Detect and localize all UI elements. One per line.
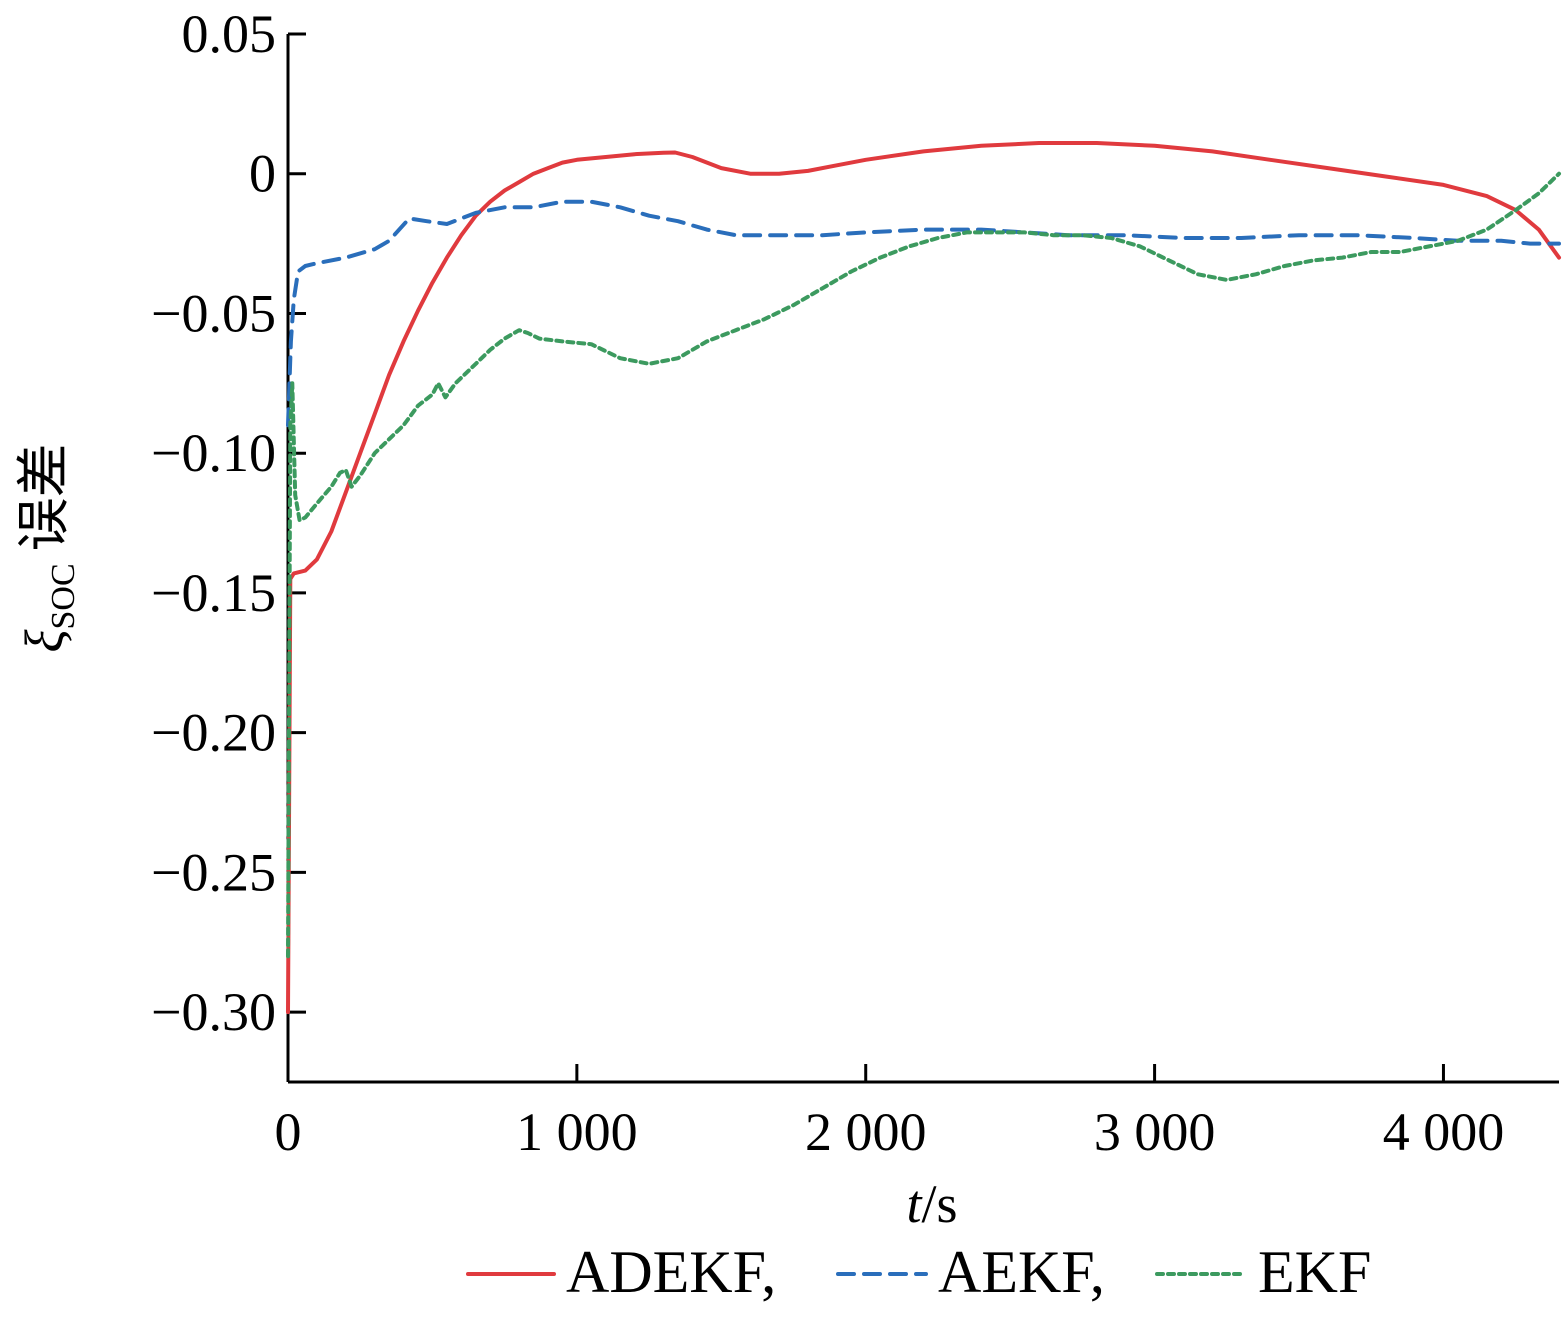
x-tick-label-1: 1 000 [516, 1102, 638, 1162]
x-axis-label: t/s [906, 1174, 957, 1234]
legend-label-aekf: AEKF, [938, 1239, 1105, 1305]
y-tick-label-6: −0.25 [151, 842, 276, 902]
y-tick-label-0: 0.05 [182, 4, 277, 64]
y-axis-subscript: SOC [45, 563, 82, 629]
y-tick-label-7: −0.30 [151, 982, 276, 1042]
x-axis-variable: t [906, 1174, 923, 1234]
x-tick-label-2: 2 000 [805, 1102, 927, 1162]
series-group [286, 141, 1561, 1015]
x-tick-label-0: 0 [275, 1102, 302, 1162]
y-axis-symbol: ξ [14, 629, 74, 653]
tick-labels-group: 0.05 0 −0.05 −0.10 −0.15 −0.20 −0.25 −0.30 0 1 00… [151, 4, 1504, 1162]
series-line-adekf [286, 141, 1561, 1015]
legend-label-ekf: EKF [1258, 1239, 1371, 1305]
series-line-ekf [286, 171, 1561, 959]
axes-group [286, 32, 1559, 1084]
y-tick-label-3: −0.10 [151, 423, 276, 483]
y-axis-label: ξSOC 误差 [14, 443, 82, 652]
y-tick-label-1: 0 [249, 144, 276, 204]
x-axis-unit: s [937, 1174, 958, 1234]
y-tick-label-4: −0.15 [151, 563, 276, 623]
y-tick-label-2: −0.05 [151, 283, 276, 343]
x-axis-separator: / [921, 1174, 936, 1234]
x-tick-label-3: 3 000 [1094, 1102, 1216, 1162]
series-line-aekf [286, 199, 1561, 428]
x-tick-label-4: 4 000 [1383, 1102, 1505, 1162]
legend: ADEKF, AEKF, EKF [466, 1239, 1371, 1305]
legend-label-adekf: ADEKF, [566, 1239, 776, 1305]
y-tick-label-5: −0.20 [151, 703, 276, 763]
y-axis-suffix: 误差 [14, 443, 74, 551]
